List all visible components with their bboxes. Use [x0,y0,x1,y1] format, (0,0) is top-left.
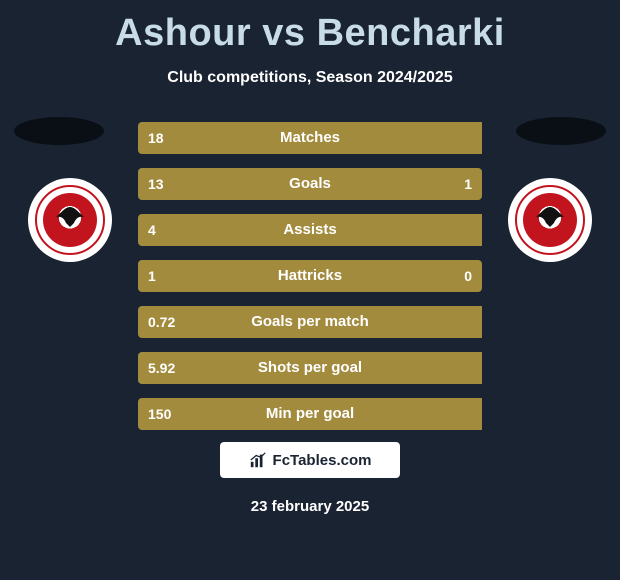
eagle-icon [532,203,568,231]
stat-value-right: 0 [454,260,482,292]
stat-fill-left [138,352,482,384]
stat-value-left: 4 [138,214,166,246]
subtitle: Club competitions, Season 2024/2025 [0,69,620,87]
stat-row: 4Assists [138,214,482,246]
stat-fill-left [138,168,403,200]
crest-right [515,185,585,255]
title-separator: vs [262,12,305,54]
brand-box: FcTables.com [220,442,400,478]
player-left-name: Ashour [115,12,251,54]
stat-fill-left [138,122,482,154]
stat-row: 131Goals [138,168,482,200]
comparison-title: Ashour vs Bencharki [0,0,620,55]
stat-fill-left [138,306,482,338]
stat-value-left: 150 [138,398,181,430]
eagle-icon [52,203,88,231]
date-text: 23 february 2025 [0,498,620,515]
crest-left [35,185,105,255]
shadow-right [516,117,606,145]
stat-value-left: 5.92 [138,352,185,384]
club-badge-right [508,178,592,262]
player-right-name: Bencharki [317,12,505,54]
stat-fill-left [138,260,417,292]
stat-row: 10Hattricks [138,260,482,292]
stat-fill-left [138,214,482,246]
brand-bars-icon [249,451,267,469]
stat-value-left: 18 [138,122,174,154]
stats-container: 18Matches131Goals4Assists10Hattricks0.72… [138,122,482,444]
stat-row: 0.72Goals per match [138,306,482,338]
stat-value-left: 0.72 [138,306,185,338]
shadow-left [14,117,104,145]
stat-value-left: 13 [138,168,174,200]
stat-row: 18Matches [138,122,482,154]
stat-row: 150Min per goal [138,398,482,430]
club-badge-left [28,178,112,262]
stat-value-right: 1 [454,168,482,200]
stat-fill-left [138,398,482,430]
stat-row: 5.92Shots per goal [138,352,482,384]
stat-value-left: 1 [138,260,166,292]
brand-text: FcTables.com [273,452,372,469]
